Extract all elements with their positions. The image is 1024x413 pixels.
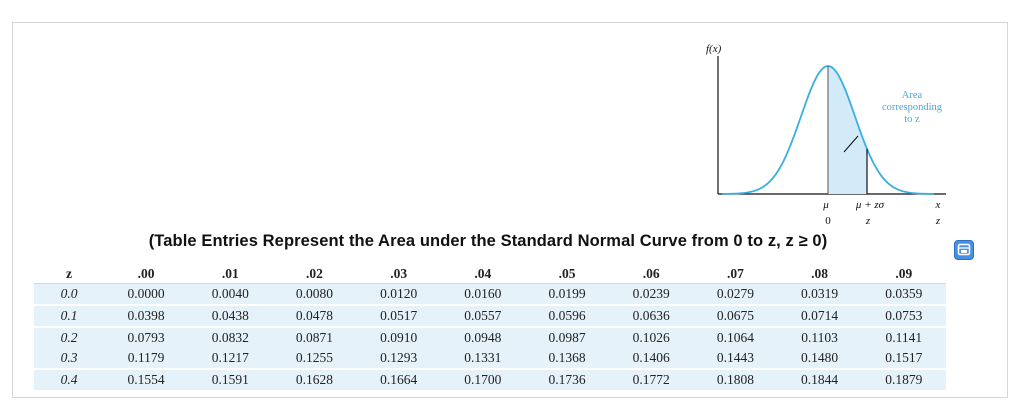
area-value-cell: 0.0478 (272, 305, 357, 328)
table-row: 0.2 0.0793 0.0832 0.0871 0.0910 0.0948 0.0987 0… (34, 327, 946, 348)
area-value-cell: 0.0793 (127, 330, 165, 345)
area-value-cell: 0.1293 (356, 348, 441, 370)
area-value-cell: 0.0199 (524, 283, 610, 306)
zero-label: 0 (825, 215, 831, 227)
area-value-cell: 0.1664 (380, 372, 418, 387)
shaded-area (828, 66, 867, 194)
z-value-cell: 0.3 (34, 348, 104, 370)
area-label-1: Area (902, 90, 923, 101)
area-value-cell: 0.1591 (211, 372, 249, 387)
area-value-cell: 0.1628 (295, 372, 334, 387)
area-value-cell: 0.0279 (693, 283, 778, 306)
area-value-cell: 0.0319 (777, 283, 862, 306)
area-value-cell: 0.0675 (693, 305, 778, 328)
area-value-cell: 0.1026 (632, 330, 670, 345)
area-value-cell: 0.0239 (609, 283, 694, 306)
column-header: .07 (726, 265, 744, 281)
area-value-cell: 0.1331 (440, 348, 525, 370)
area-value-cell: 0.0438 (188, 305, 273, 328)
column-header: .03 (390, 265, 408, 281)
column-header: .06 (642, 265, 660, 281)
area-value-cell: 0.1141 (885, 330, 923, 345)
mu-plus-z-sigma-label: μ + zσ (855, 199, 885, 211)
table-row: 0.1 0.0398 0.0438 0.0478 0.0517 0.0557 0.0596 0… (34, 305, 946, 328)
area-value-cell: 0.0596 (524, 305, 610, 328)
area-value-cell: 0.1406 (609, 348, 694, 370)
z-value-label: z (865, 215, 871, 227)
area-value-cell: 0.0557 (440, 305, 525, 328)
table-header-row: z .00 .01 .02 .03 .04 .05 .06 .07 .08 .09 (34, 264, 946, 284)
area-value-cell: 0.0636 (609, 305, 694, 328)
column-header: .00 (137, 265, 155, 281)
area-value-cell: 0.1736 (548, 372, 586, 387)
column-header: .02 (306, 265, 323, 281)
area-label-3: to z (904, 114, 920, 125)
area-value-cell: 0.0398 (104, 305, 189, 328)
area-value-cell: 0.1179 (104, 348, 189, 370)
area-value-cell: 0.0714 (777, 305, 862, 328)
area-value-cell: 0.1480 (777, 348, 862, 370)
popout-icon (957, 243, 971, 256)
x-axis-label: x (935, 199, 941, 211)
area-value-cell: 0.0160 (440, 283, 525, 306)
area-pointer (843, 135, 859, 153)
area-label-2: corresponding (882, 102, 943, 113)
column-header: .08 (811, 265, 829, 281)
table-row: 0.0 0.0000 0.0040 0.0080 0.0120 0.0160 0.0199 0… (34, 283, 946, 306)
mu-label: μ (822, 199, 829, 211)
column-header: .01 (221, 265, 239, 281)
fx-label: f(x) (706, 43, 722, 55)
table-row: 0.4 0.1554 0.1591 0.1628 0.1664 0.1700 0.1736 0… (34, 369, 946, 390)
table-row: 0.3 0.1179 0.1217 0.1255 0.1293 0.1331 0.1368 0… (34, 348, 946, 370)
table-body: 0.0 0.0000 0.0040 0.0080 0.0120 0.0160 0.0199 0… (34, 283, 946, 390)
area-value-cell: 0.0040 (188, 283, 273, 306)
area-value-cell: 0.0517 (356, 305, 441, 328)
area-value-cell: 0.1554 (127, 372, 165, 387)
area-value-cell: 0.0753 (861, 305, 946, 328)
normal-curve-figure: f(x) Area corresponding to z μ μ + zσ x … (698, 36, 958, 236)
popout-button[interactable] (954, 240, 974, 260)
area-value-cell: 0.0832 (211, 330, 249, 345)
area-value-cell: 0.1700 (464, 372, 502, 387)
area-value-cell: 0.1217 (188, 348, 273, 370)
table-caption-text: (Table Entries Represent the Area under … (148, 232, 828, 250)
area-value-cell: 0.0080 (272, 283, 357, 306)
area-value-cell: 0.1844 (801, 372, 839, 387)
area-value-cell: 0.0910 (380, 330, 418, 345)
z-value-cell: 0.1 (34, 305, 104, 328)
normal-curve-svg: f(x) Area corresponding to z μ μ + zσ x … (706, 43, 946, 227)
area-value-cell: 0.1808 (716, 372, 754, 387)
area-value-cell: 0.0987 (548, 330, 586, 345)
area-value-cell: 0.1064 (716, 330, 754, 345)
area-value-cell: 0.0871 (295, 330, 334, 345)
area-value-cell: 0.1103 (801, 330, 838, 345)
area-value-cell: 0.1368 (524, 348, 610, 370)
table-caption: (Table Entries Represent the Area under … (0, 232, 1000, 251)
column-header: .05 (558, 265, 576, 281)
area-value-cell: 0.1772 (632, 372, 670, 387)
area-value-cell: 0.0000 (104, 283, 189, 306)
area-value-cell: 0.0120 (356, 283, 441, 306)
area-value-cell: 0.0948 (464, 330, 502, 345)
z-column-header: z (66, 265, 72, 281)
column-header: .09 (895, 265, 913, 281)
area-value-cell: 0.1255 (272, 348, 357, 370)
z-value-cell: 0.0 (34, 283, 104, 306)
area-value-cell: 0.0359 (861, 283, 946, 306)
z-table: z .00 .01 .02 .03 .04 .05 .06 .07 .08 .09 0.0 0.000… (34, 264, 946, 390)
z-value-cell: 0.4 (60, 372, 78, 387)
column-header: .04 (474, 265, 492, 281)
area-value-cell: 0.1879 (885, 372, 923, 387)
area-value-cell: 0.1517 (861, 348, 946, 370)
z-axis-label: z (935, 215, 941, 227)
z-value-cell: 0.2 (60, 330, 78, 345)
area-value-cell: 0.1443 (693, 348, 778, 370)
